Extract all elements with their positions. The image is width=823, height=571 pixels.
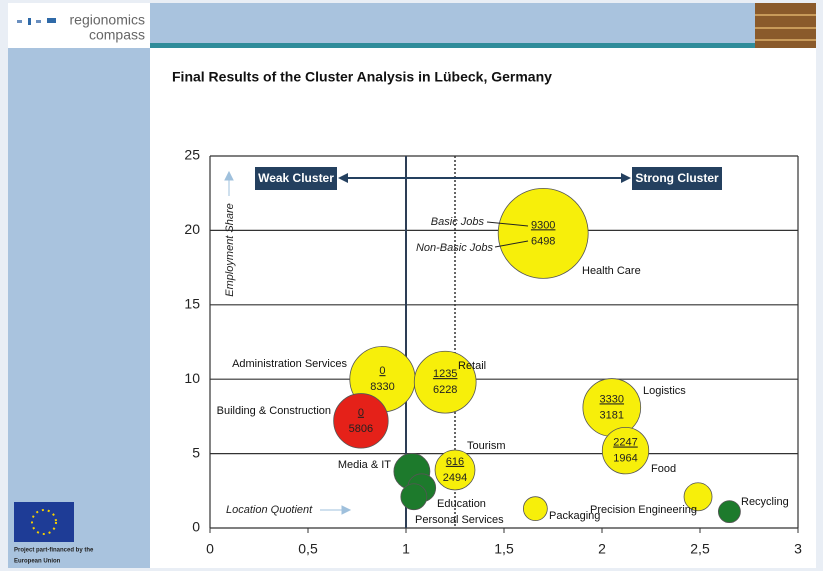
bubble-label: Education (437, 498, 486, 510)
bubble (602, 427, 648, 473)
bubble-label: Recycling (741, 496, 789, 508)
bubble (718, 501, 740, 523)
x-tick-label: 1,5 (494, 541, 514, 557)
bubble-label: Administration Services (232, 358, 347, 370)
non-basic-jobs: 6498 (531, 235, 555, 247)
basic-jobs: 9300 (531, 219, 555, 231)
bubble (583, 379, 641, 437)
basic-jobs: 2247 (613, 437, 637, 449)
x-tick-label: 3 (794, 541, 802, 557)
x-tick-label: 0,5 (298, 541, 318, 557)
logo-text: compass (89, 27, 145, 43)
y-tick-label: 5 (192, 444, 200, 460)
non-basic-jobs: 5806 (349, 423, 373, 435)
basic-jobs-note: Basic Jobs (431, 216, 485, 228)
non-basic-jobs: 3181 (600, 409, 624, 421)
bubble-label: Media & IT (338, 459, 391, 471)
non-basic-jobs-note: Non-Basic Jobs (416, 242, 494, 254)
x-tick-label: 0 (206, 541, 214, 557)
bubble-label: Food (651, 463, 676, 475)
basic-jobs: 3330 (600, 393, 624, 405)
top-stripe (150, 43, 755, 48)
bubble (334, 394, 389, 449)
top-bar (150, 3, 755, 44)
weak-label: Weak Cluster (258, 171, 334, 185)
bubble-label: Logistics (643, 385, 686, 397)
strong-label: Strong Cluster (635, 171, 719, 185)
sidebar (8, 48, 150, 568)
non-basic-jobs: 6228 (433, 384, 457, 396)
bubble-label: Health Care (582, 265, 641, 277)
y-tick-label: 25 (184, 147, 200, 163)
eu-flag (14, 502, 74, 542)
bubble-label: Retail (458, 360, 486, 372)
x-axis-title: Location Quotient (226, 504, 313, 516)
non-basic-jobs: 1964 (613, 453, 637, 465)
basic-jobs: 616 (446, 456, 464, 468)
header-image (755, 3, 816, 48)
slide: regionomics compass Project part-finance… (0, 0, 823, 571)
logo-text: regionomics (70, 12, 145, 28)
chart-title: Final Results of the Cluster Analysis in… (172, 69, 552, 85)
eu-note: Project part-financed by the (14, 548, 94, 554)
bubble-label: Precision Engineering (590, 504, 697, 516)
non-basic-jobs: 2494 (443, 472, 467, 484)
basic-jobs: 0 (379, 365, 385, 377)
y-tick-label: 10 (184, 370, 200, 386)
x-tick-label: 2,5 (690, 541, 710, 557)
bubble-label: Personal Services (415, 514, 504, 526)
bubble (498, 188, 588, 278)
y-axis-title: Employment Share (224, 203, 236, 297)
basic-jobs: 0 (358, 407, 364, 419)
x-tick-label: 2 (598, 541, 606, 557)
basic-jobs: 1235 (433, 368, 457, 380)
non-basic-jobs: 8330 (370, 381, 394, 393)
y-tick-label: 15 (184, 296, 200, 312)
y-tick-label: 20 (184, 221, 200, 237)
bubble-label: Building & Construction (217, 405, 331, 417)
eu-note: European Union (14, 559, 61, 565)
bubble (523, 497, 547, 521)
x-tick-label: 1 (402, 541, 410, 557)
y-tick-label: 0 (192, 519, 200, 535)
bubble (401, 484, 427, 510)
bubble-label: Tourism (467, 440, 506, 452)
